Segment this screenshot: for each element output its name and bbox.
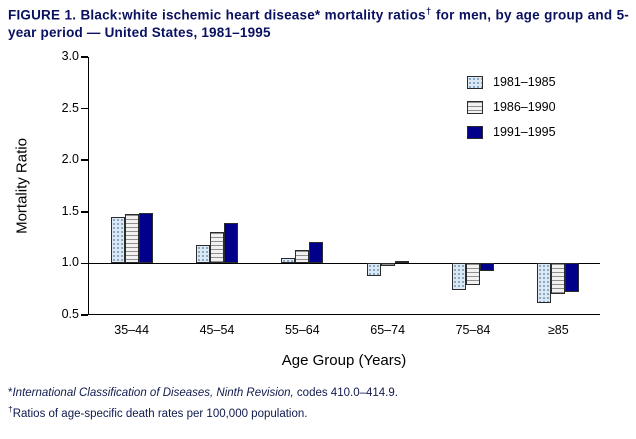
legend-swatch xyxy=(467,125,483,139)
footnote-icd-codes: *International Classification of Disease… xyxy=(8,387,398,399)
x-tick-label: 65–74 xyxy=(370,323,406,337)
legend-item: 1991–1995 xyxy=(467,125,556,139)
legend-label: 1981–1985 xyxy=(493,75,556,89)
footnote-ratios: †Ratios of age-specific death rates per … xyxy=(8,404,307,420)
dagger-symbol: † xyxy=(425,6,432,16)
legend-label: 1986–1990 xyxy=(493,100,556,114)
bar xyxy=(224,223,238,264)
bar xyxy=(210,232,224,264)
bar xyxy=(551,263,566,295)
bar xyxy=(394,261,409,264)
footnote-icd-italic-text: International Classification of Diseases… xyxy=(12,387,294,399)
y-tick-label: 0.5 xyxy=(61,307,79,321)
bar xyxy=(480,263,494,271)
y-tick-label: 2.5 xyxy=(61,100,79,115)
y-axis-tick xyxy=(81,211,88,213)
y-axis-title: Mortality Ratio xyxy=(13,138,31,234)
legend-swatch xyxy=(467,75,483,89)
x-tick-label: 35–44 xyxy=(114,323,150,337)
y-axis-tick xyxy=(81,56,88,58)
legend: 1981–1985 1986–1990 1991–1995 xyxy=(467,75,556,150)
legend-label: 1991–1995 xyxy=(493,125,556,139)
bar xyxy=(110,216,125,264)
legend-swatch xyxy=(467,100,483,114)
bar xyxy=(466,263,480,286)
y-tick-label: 3.0 xyxy=(61,49,79,63)
x-tick-label: 45–54 xyxy=(199,323,235,337)
y-tick-label: 1.0 xyxy=(61,255,79,270)
y-tick-label: 1.5 xyxy=(61,203,79,218)
footnote-dagger-marker: † xyxy=(8,404,13,414)
baseline-reference-line xyxy=(89,262,600,264)
y-axis-tick xyxy=(81,159,88,161)
footnote-asterisk-marker: * xyxy=(8,387,13,399)
bar xyxy=(380,263,395,267)
bar xyxy=(537,263,552,303)
y-tick-label: 2.0 xyxy=(61,152,79,167)
figure-title: FIGURE 1. Black:white ischemic heart dis… xyxy=(8,6,629,42)
bar xyxy=(281,258,296,264)
x-tick-label: ≥85 xyxy=(547,323,569,337)
figure-title-part2: for men, by age group and 5-year period … xyxy=(8,7,629,41)
footnote-icd-rest: codes 410.0–414.9. xyxy=(293,387,398,399)
bar xyxy=(565,263,580,293)
bar xyxy=(196,244,210,264)
x-tick-label: 75–84 xyxy=(455,323,491,337)
y-axis-tick xyxy=(81,314,88,316)
bar xyxy=(295,249,310,264)
figure-title-part1: FIGURE 1. Black:white ischemic heart dis… xyxy=(8,7,426,23)
plot-area: 1981–1985 1986–1990 1991–1995 0.5 1.0 1.5 2.0… xyxy=(62,49,600,337)
bar xyxy=(138,212,153,264)
y-axis-tick xyxy=(81,262,88,265)
x-tick-label: 55–64 xyxy=(284,323,320,337)
legend-item: 1981–1985 xyxy=(467,75,556,89)
legend-item: 1986–1990 xyxy=(467,100,556,114)
bar xyxy=(309,241,324,264)
bar xyxy=(124,213,139,264)
bar xyxy=(452,263,466,291)
x-axis-title: Age Group (Years) xyxy=(281,352,407,369)
y-axis-tick xyxy=(81,107,88,110)
footnote-ratios-text: Ratios of age-specific death rates per 1… xyxy=(12,407,308,420)
bar xyxy=(366,263,381,276)
